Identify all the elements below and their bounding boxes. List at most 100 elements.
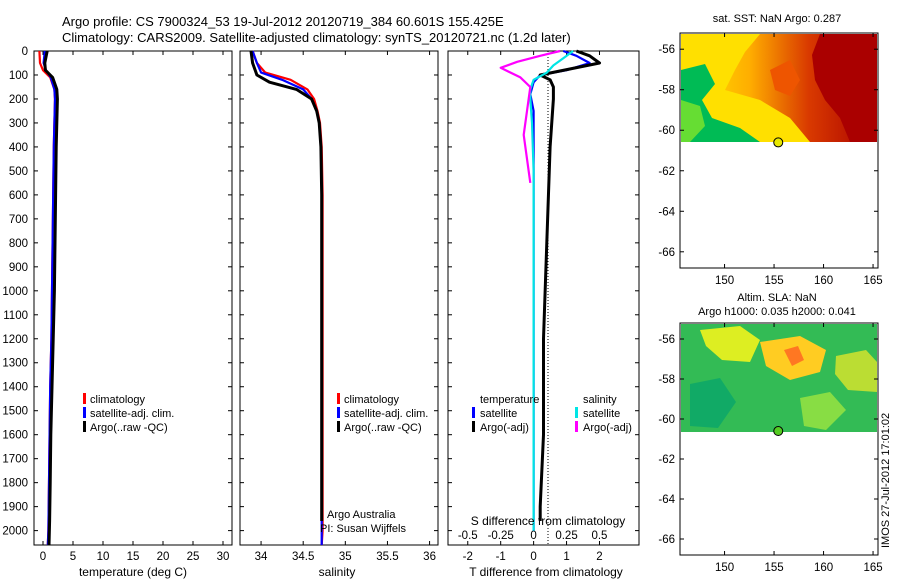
depth-tick-label: 200 (9, 94, 28, 106)
legend-label-climatology: climatology (344, 394, 400, 406)
x-tick-label: -1 (496, 551, 506, 563)
lat-tick-label: -58 (658, 374, 675, 386)
legend-label-s-argo: Argo(-adj) (583, 422, 632, 434)
x-tick-label: 35.5 (376, 551, 398, 563)
legend-swatch-s-satellite (575, 407, 578, 418)
legend-swatch-climatology (337, 393, 340, 404)
x-tick-label: 0 (40, 551, 46, 563)
sla-green-light (800, 392, 846, 430)
salinity-x-label: salinity (319, 565, 356, 579)
sla-map-ticks: -56 -58 -60 -62 -64 -66 150 155 160 165 (658, 323, 883, 574)
temperature-panel: 0 5 10 15 20 25 30 temperature (deg C) climato… (33, 50, 233, 579)
x-tick-label: 30 (217, 551, 230, 563)
sst-green-patch (681, 100, 705, 142)
legend-label-satellite: satellite-adj. clim. (90, 408, 174, 420)
lat-tick-label: -58 (658, 85, 675, 97)
legend-swatch-argo (337, 421, 340, 432)
header-line-2: Climatology: CARS2009. Satellite-adjuste… (62, 30, 571, 45)
x-tick-label: 25 (187, 551, 200, 563)
salinity-series (249, 50, 324, 546)
lat-tick-label: -66 (658, 534, 675, 546)
legend-swatch-t-argo (472, 421, 475, 432)
argo-float-marker (773, 137, 784, 148)
depth-axis: 0 100 200 300 400 500 600 700 800 900 1000 1100 1200… (2, 46, 28, 538)
difference-top-ticks: -0.5 -0.25 0 0.25 0.5 (458, 530, 608, 542)
x-tick-label: 0 (530, 551, 536, 563)
lon-tick-label: 165 (863, 275, 882, 287)
temperature-legend: climatology satellite-adj. clim. Argo(..… (83, 393, 174, 434)
top-tick-label: 0 (530, 530, 536, 542)
lat-tick-label: -60 (658, 414, 675, 426)
credit-line-2: PI: Susan Wijffels (320, 523, 406, 535)
header-line-1: Argo profile: CS 7900324_53 19-Jul-2012 … (62, 14, 504, 29)
depth-tick-label: 1100 (3, 310, 28, 322)
lat-tick-label: -56 (658, 334, 675, 346)
depth-tick-label: 1900 (2, 502, 28, 514)
sst-map-ticks: -56 -58 -60 -62 -64 -66 150 155 160 165 (658, 33, 883, 287)
salinity-legend: climatology satellite-adj. clim. Argo(..… (337, 393, 428, 434)
lon-tick-label: 160 (814, 275, 833, 287)
depth-tick-label: 1000 (2, 286, 28, 298)
argo-float-marker (773, 426, 784, 437)
depth-tick-label: 400 (9, 142, 28, 154)
depth-tick-label: 300 (9, 118, 28, 130)
legend-label-satellite: satellite-adj. clim. (344, 408, 428, 420)
sst-map-title: sat. SST: NaN Argo: 0.287 (713, 13, 841, 25)
lat-tick-label: -64 (658, 206, 675, 218)
depth-tick-label: 1200 (2, 334, 28, 346)
sla-map-title-2: Argo h1000: 0.035 h2000: 0.041 (698, 306, 856, 318)
top-tick-label: -0.25 (488, 530, 514, 542)
top-tick-label: -0.5 (458, 530, 478, 542)
salinity-panel: 34 34.5 35 35.5 36 salinity climatology sate… (239, 50, 439, 579)
depth-tick-label: 1800 (2, 478, 28, 490)
legend-label-s-satellite: satellite (583, 408, 620, 420)
sst-field (681, 34, 877, 142)
depth-tick-label: 700 (9, 214, 28, 226)
depth-tick-label: 1300 (2, 358, 28, 370)
lat-tick-label: -64 (658, 494, 675, 506)
x-tick-label: 36 (423, 551, 436, 563)
x-tick-label: 2 (596, 551, 602, 563)
salinity-x-ticks: 34 34.5 35 35.5 36 (240, 50, 438, 563)
temperature-axes-box (33, 50, 233, 546)
sla-map: Altim. SLA: NaN Argo h1000: 0.035 h2000:… (658, 292, 882, 574)
legend-swatch-s-argo (575, 421, 578, 432)
x-tick-label: 1 (563, 551, 569, 563)
legend-swatch-argo (83, 421, 86, 432)
lat-tick-label: -66 (658, 247, 675, 259)
depth-tick-label: 1500 (2, 406, 28, 418)
sla-map-title-1: Altim. SLA: NaN (737, 292, 817, 304)
sst-yellow-zone (681, 34, 810, 142)
lat-tick-label: -62 (658, 454, 675, 466)
lon-tick-label: 165 (863, 562, 882, 574)
legend-label-argo: Argo(..raw -QC) (90, 422, 168, 434)
legend-label-t-argo: Argo(-adj) (480, 422, 529, 434)
depth-tick-label: 800 (9, 238, 28, 250)
difference-series (499, 49, 601, 531)
depth-tick-label: 600 (9, 190, 28, 202)
lon-tick-label: 150 (715, 562, 734, 574)
top-tick-label: 0.25 (555, 530, 577, 542)
difference-x-ticks: -2 -1 0 1 2 (448, 50, 639, 563)
legend-label-t-satellite: satellite (480, 408, 517, 420)
x-tick-label: -2 (463, 551, 473, 563)
temperature-series (38, 50, 59, 546)
legend-salinity-head: salinity (583, 394, 617, 406)
x-tick-label: 5 (70, 551, 76, 563)
depth-tick-label: 1600 (2, 430, 28, 442)
depth-tick-label: 900 (9, 262, 28, 274)
top-tick-label: 0.5 (591, 530, 607, 542)
lon-tick-label: 160 (814, 562, 833, 574)
t-difference-label: T difference from climatology (469, 565, 623, 579)
series-line-s-argo-adj (499, 49, 561, 184)
lon-tick-label: 155 (764, 275, 783, 287)
temperature-x-label: temperature (deg C) (79, 565, 187, 579)
depth-tick-label: 1400 (2, 382, 28, 394)
x-tick-label: 35 (339, 551, 352, 563)
salinity-axes-box (239, 50, 439, 546)
legend-label-climatology: climatology (90, 394, 146, 406)
legend-swatch-climatology (83, 393, 86, 404)
x-tick-label: 10 (97, 551, 110, 563)
sst-map: sat. SST: NaN Argo: 0.287 -56 -58 -60 -62 -6… (658, 13, 882, 287)
